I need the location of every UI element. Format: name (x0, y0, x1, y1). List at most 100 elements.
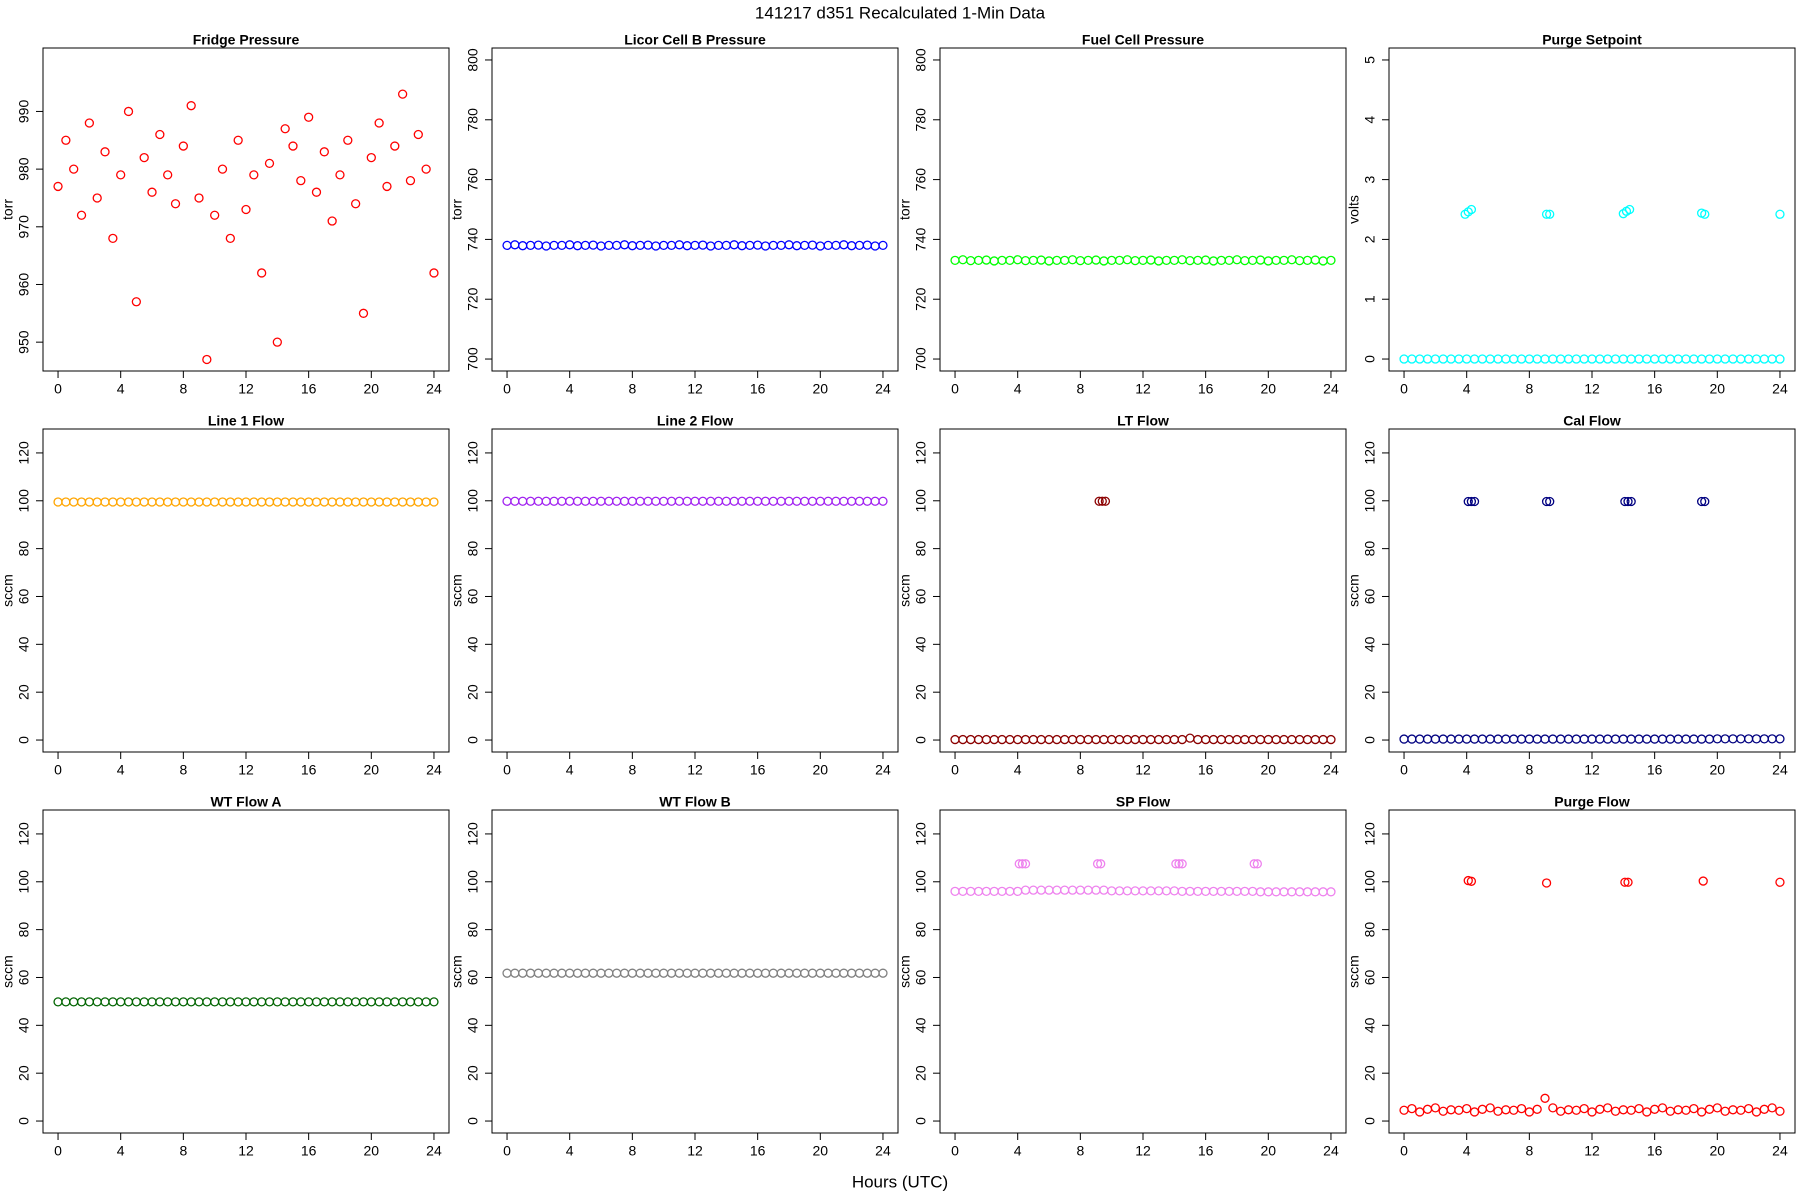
data-point (280, 997, 290, 1007)
data-point (1326, 255, 1336, 265)
data-point (674, 968, 684, 978)
data-point (721, 240, 731, 251)
data-point (1146, 734, 1156, 745)
points (950, 496, 1336, 745)
y-tick-label: 100 (913, 489, 929, 513)
y-tick-label: 120 (913, 441, 929, 465)
x-tick-label: 4 (117, 1143, 125, 1159)
data-point (1310, 255, 1320, 265)
data-point (249, 170, 259, 180)
data-point (1185, 733, 1195, 743)
y-tick-label: 760 (913, 168, 929, 192)
data-point (1240, 255, 1250, 266)
data-point (1083, 734, 1093, 745)
y-tick-label: 4 (1362, 116, 1378, 124)
data-point (1122, 886, 1132, 896)
data-point (823, 240, 833, 251)
data-point (1642, 354, 1652, 364)
data-point (1524, 1107, 1534, 1117)
data-point (1310, 887, 1320, 897)
data-point (1775, 354, 1785, 364)
data-point (1326, 887, 1336, 897)
y-tick-label: 740 (913, 228, 929, 252)
data-point (1224, 255, 1234, 265)
data-point (1626, 1105, 1636, 1115)
data-point (690, 240, 700, 251)
data-point (1712, 354, 1722, 364)
x-tick-label: 16 (750, 762, 766, 778)
plot-frame (42, 47, 450, 372)
y-axis-label: torr (897, 199, 913, 220)
data-point (1096, 859, 1106, 869)
data-point (1075, 255, 1085, 266)
data-point (272, 337, 282, 347)
data-point (1287, 887, 1297, 897)
data-point (1501, 354, 1511, 364)
data-point (116, 170, 126, 180)
data-point (1775, 877, 1785, 887)
points (53, 497, 439, 507)
data-point (69, 997, 79, 1007)
data-point (1545, 496, 1555, 507)
data-point (147, 497, 157, 507)
data-point (1036, 255, 1046, 265)
data-point (1154, 734, 1164, 745)
data-point (327, 997, 337, 1007)
data-point (296, 997, 306, 1007)
x-tick-label: 20 (1261, 762, 1277, 778)
data-point (958, 734, 968, 745)
data-point (327, 497, 337, 507)
data-point (1657, 734, 1668, 744)
data-point (745, 496, 755, 506)
data-point (1700, 496, 1710, 507)
data-point (1759, 354, 1769, 364)
data-point (1017, 859, 1028, 869)
plot-frame (491, 428, 899, 753)
data-point (53, 181, 63, 192)
data-point (257, 497, 267, 507)
data-point (989, 734, 999, 745)
data-point (1146, 886, 1156, 896)
x-tick-label: 4 (1014, 381, 1022, 397)
data-point (390, 497, 400, 507)
y-tick-label: 20 (1362, 1065, 1378, 1081)
data-point (721, 496, 731, 506)
y-tick-label: 60 (913, 588, 929, 604)
data-point (1493, 354, 1503, 364)
data-point (1532, 354, 1542, 364)
data-point (1279, 255, 1289, 265)
data-point (862, 240, 872, 250)
data-point (1689, 734, 1699, 744)
data-point (1673, 1105, 1683, 1115)
y-tick-label: 0 (1362, 1117, 1378, 1125)
y-tick-label: 120 (16, 441, 32, 465)
data-point (1279, 734, 1289, 745)
data-point (502, 240, 512, 251)
y-tick-label: 780 (913, 108, 929, 132)
data-point (1493, 1106, 1503, 1116)
data-point (202, 354, 212, 365)
x-tick-label: 16 (1647, 381, 1663, 397)
data-point (304, 497, 314, 507)
x-tick-label: 8 (1525, 1143, 1533, 1159)
y-tick-label: 60 (465, 588, 481, 604)
data-point (643, 240, 653, 250)
data-point (1092, 859, 1103, 869)
data-point (619, 968, 630, 978)
data-point (950, 886, 960, 896)
y-tick-label: 100 (465, 489, 481, 513)
data-point (1751, 1107, 1762, 1117)
data-point (1704, 734, 1715, 744)
data-point (878, 496, 888, 506)
data-point (202, 997, 212, 1007)
data-point (753, 496, 763, 506)
data-point (1013, 734, 1023, 745)
data-point (1224, 734, 1234, 745)
data-point (862, 968, 872, 978)
data-point (1696, 354, 1707, 364)
data-point (1255, 255, 1266, 265)
panel-title: Purge Setpoint (1542, 32, 1642, 48)
data-point (1689, 1103, 1699, 1114)
data-point (217, 497, 228, 507)
data-point (194, 997, 204, 1007)
